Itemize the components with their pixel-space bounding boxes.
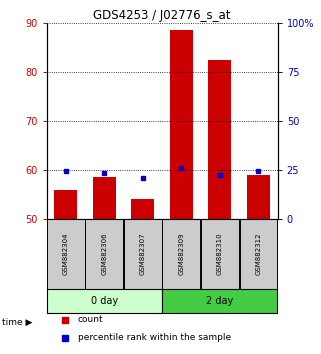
Text: time ▶: time ▶ (2, 318, 32, 327)
Bar (47, 219, 85, 289)
Bar (201, 219, 239, 289)
Title: GDS4253 / J02776_s_at: GDS4253 / J02776_s_at (93, 9, 231, 22)
Bar (162, 289, 277, 313)
Bar (124, 219, 162, 289)
Text: GSM882306: GSM882306 (101, 233, 107, 275)
Bar (170, 30, 193, 219)
Text: 2 day: 2 day (206, 296, 233, 306)
Bar (85, 219, 123, 289)
Bar (247, 175, 270, 219)
Text: 0 day: 0 day (91, 296, 118, 306)
Bar (47, 289, 162, 313)
Text: GSM882309: GSM882309 (178, 233, 184, 275)
Text: GSM882312: GSM882312 (256, 233, 261, 275)
Bar (239, 219, 277, 289)
Bar (93, 177, 116, 219)
Text: percentile rank within the sample: percentile rank within the sample (78, 333, 231, 342)
Text: count: count (78, 315, 103, 324)
Bar (54, 189, 77, 219)
Text: GSM882307: GSM882307 (140, 233, 146, 275)
Bar (131, 199, 154, 219)
Bar (208, 60, 231, 219)
Text: GSM882310: GSM882310 (217, 233, 223, 275)
Text: GSM882304: GSM882304 (63, 233, 69, 275)
Bar (162, 219, 200, 289)
